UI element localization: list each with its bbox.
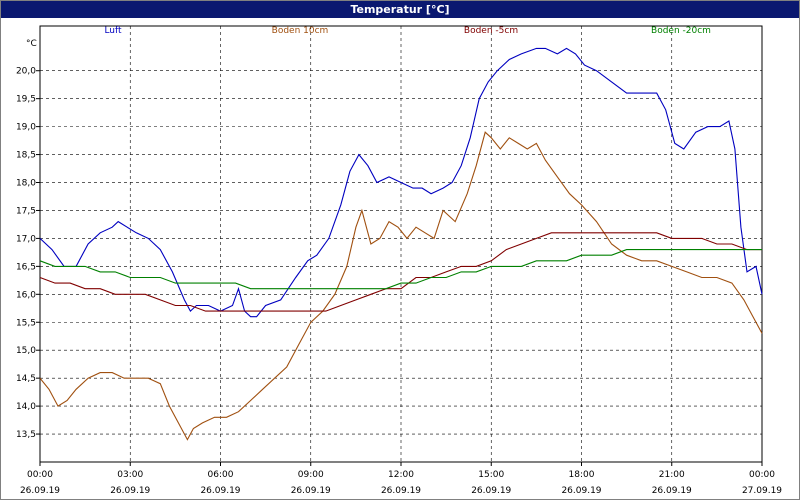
x-axis-ticks: 00:00 26.09.19 03:00 26.09.19 06:00 26.09.19 0… [20,462,782,496]
x-tick-time: 00:00 [27,470,53,480]
y-tick-label: 13,5 [16,430,36,440]
x-tick-time: 18:00 [569,470,595,480]
x-tick-time: 21:00 [659,470,685,480]
x-tick-date: 26.09.19 [200,486,240,496]
x-tick-time: 15:00 [478,470,504,480]
x-tick-time: 00:00 [749,470,775,480]
x-tick-date: 27.09.19 [742,486,782,496]
legend: Luft Boden 10cm Boden -5cm Boden -20cm [104,26,711,36]
legend-entry-2: Boden 10cm [272,26,329,36]
y-tick-label: 16,5 [16,262,36,272]
series-line-2 [39,131,763,441]
x-tick-date: 26.09.19 [20,486,60,496]
x-tick-date: 26.09.19 [110,486,150,496]
x-tick-time: 06:00 [208,470,234,480]
y-tick-label: 20,0 [16,67,36,77]
y-tick-label: 14,0 [16,402,36,412]
y-tick-label: 16,0 [16,290,36,300]
y-tick-label: 15,5 [16,318,36,328]
legend-entry-4: Boden -20cm [651,26,711,36]
y-tick-label: 18,0 [16,179,36,189]
x-tick-date: 26.09.19 [471,486,511,496]
y-tick-label: 17,0 [16,234,36,244]
legend-entry-3: Boden -5cm [464,26,518,36]
series-lines [39,47,763,441]
y-tick-label: 15,0 [16,346,36,356]
x-tick-date: 26.09.19 [291,486,331,496]
y-tick-label: 19,5 [16,95,36,105]
y-tick-label: 17,5 [16,206,36,216]
chart-title: Temperatur [°C] [1,1,799,18]
y-axis-label: °C [26,39,37,49]
x-tick-time: 03:00 [117,470,143,480]
y-tick-label: 14,5 [16,374,36,384]
x-tick-date: 26.09.19 [652,486,692,496]
x-tick-time: 12:00 [388,470,414,480]
y-tick-label: 19,0 [16,123,36,133]
y-tick-label: 18,5 [16,151,36,161]
y-axis-ticks: 13,5 14,0 14,5 15,0 15,5 16,0 16,5 17,0 17,5 18,0… [16,67,40,440]
x-tick-time: 09:00 [298,470,324,480]
series-line-3 [39,232,762,312]
series-line-1 [39,47,763,318]
series-line-4 [39,249,762,290]
x-tick-date: 26.09.19 [561,486,601,496]
legend-entry-1: Luft [104,26,122,36]
grid [40,26,762,462]
x-tick-date: 26.09.19 [381,486,421,496]
